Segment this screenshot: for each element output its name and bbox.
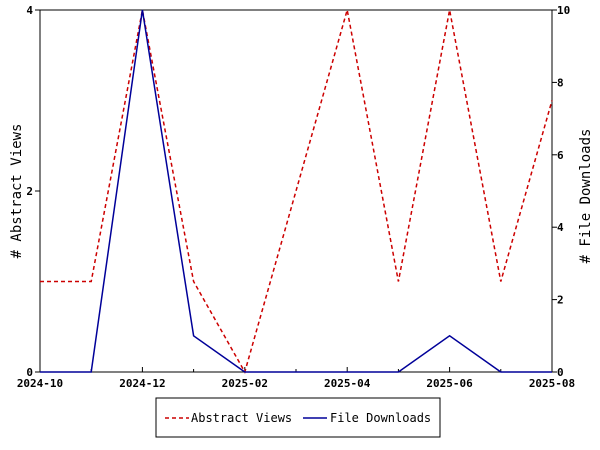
left-tick-label: 0: [26, 366, 33, 379]
series-layer: [40, 9, 553, 374]
x-tick-label: 2025-02: [222, 377, 268, 390]
legend: Abstract Views File Downloads: [155, 397, 441, 438]
x-axis-ticks: 2024-10 2024-12 2025-02 2025-04 2025-06 2025-…: [17, 367, 575, 390]
legend-label-file-downloads: File Downloads: [330, 411, 431, 425]
x-tick-label: 2024-10: [17, 377, 63, 390]
right-axis-ticks: 0 2 4 6 8 10: [552, 4, 570, 379]
right-tick-label: 6: [557, 149, 564, 162]
y-axis-right-title: # File Downloads: [578, 129, 594, 264]
left-axis-ticks: 0 2 4: [26, 4, 40, 379]
right-tick-label: 2: [557, 294, 564, 307]
legend-label-abstract-views: Abstract Views: [191, 411, 292, 425]
series-line-file-downloads: [40, 9, 552, 373]
left-tick-label: 2: [26, 185, 33, 198]
x-tick-label: 2024-12: [119, 377, 165, 390]
x-tick-label: 2025-06: [426, 377, 473, 390]
right-tick-label: 0: [557, 366, 564, 379]
left-tick-label: 4: [26, 4, 33, 17]
legend-box: [155, 397, 441, 438]
plot-area: [39, 9, 553, 373]
right-tick-label: 4: [557, 221, 564, 234]
y-axis-left-title: # Abstract Views: [9, 124, 25, 259]
right-tick-label: 10: [557, 4, 570, 17]
x-tick-label: 2025-04: [324, 377, 371, 390]
right-tick-label: 8: [557, 76, 564, 89]
x-tick-label: 2025-08: [529, 377, 575, 390]
